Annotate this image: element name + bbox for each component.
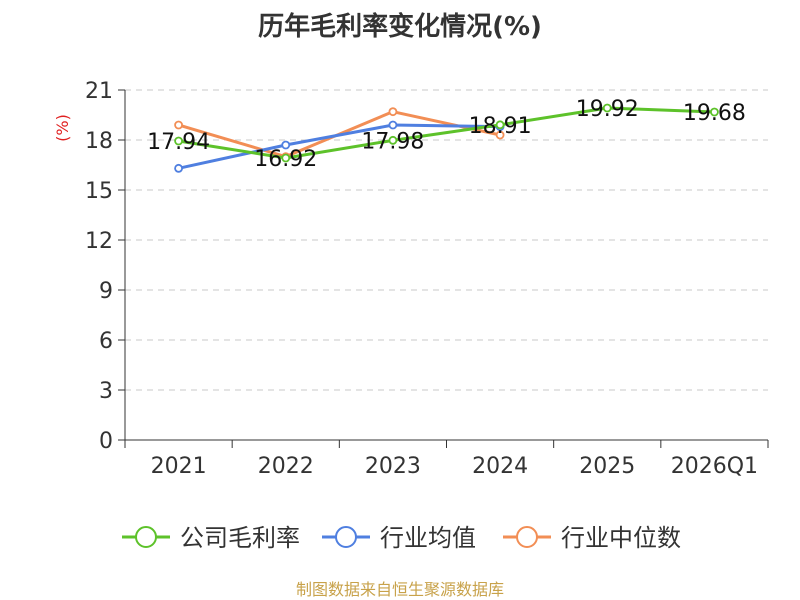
data-label: 19.68: [683, 101, 746, 126]
data-point: [710, 107, 719, 117]
data-label: 18.91: [469, 114, 532, 139]
x-tick-label: 2024: [472, 454, 528, 479]
y-axis-label: (%): [53, 114, 72, 142]
grid-lines: [125, 89, 768, 391]
data-point: [495, 130, 505, 140]
y-tick-label: 12: [85, 229, 113, 254]
data-label: 16.92: [254, 147, 317, 172]
data-point: [388, 135, 398, 145]
data-point: [602, 103, 612, 113]
legend-marker: [135, 526, 157, 548]
data-label: 19.92: [576, 97, 639, 122]
x-tick-label: 2021: [151, 454, 207, 479]
data-label: 17.94: [147, 130, 210, 155]
legend-label: 行业均值: [380, 524, 476, 552]
data-point: [281, 153, 291, 163]
axes: 0 3 6 9 12 15 18 21 2021 2022 2023 2024 2025 2026Q1: [85, 79, 769, 479]
data-label: 17.98: [361, 129, 424, 154]
series-group: [174, 103, 719, 173]
series-line: [178, 106, 715, 160]
y-tick-label: 15: [85, 179, 113, 204]
y-tick-label: 3: [99, 379, 113, 404]
legend-label: 公司毛利率: [180, 524, 300, 552]
data-point: [174, 120, 183, 130]
y-tick-label: 6: [99, 329, 113, 354]
x-tick-label: 2022: [258, 454, 314, 479]
data-point: [174, 163, 183, 173]
y-tick-label: 0: [99, 429, 113, 454]
y-tick-label: 18: [85, 129, 113, 154]
y-tick-label: 21: [85, 79, 113, 104]
data-point: [281, 140, 291, 150]
chart-title: 历年毛利率变化情况(%): [258, 11, 542, 42]
data-labels: 17.94 16.92 17.98 18.91 19.92 19.68: [147, 97, 746, 172]
y-tick-label: 9: [99, 279, 113, 304]
legend-marker: [516, 526, 538, 548]
data-point: [174, 136, 183, 146]
data-point: [388, 107, 398, 117]
source-note: 制图数据来自恒生聚源数据库: [296, 580, 504, 599]
legend: 公司毛利率 行业均值 行业中位数: [122, 524, 681, 552]
x-tick-label: 2026Q1: [671, 454, 758, 479]
data-point: [495, 120, 505, 130]
x-tick-label: 2025: [579, 454, 635, 479]
legend-marker: [335, 526, 357, 548]
legend-label: 行业中位数: [561, 524, 681, 552]
series-line: [178, 123, 501, 170]
x-tick-label: 2023: [365, 454, 421, 479]
data-point: [388, 120, 398, 130]
